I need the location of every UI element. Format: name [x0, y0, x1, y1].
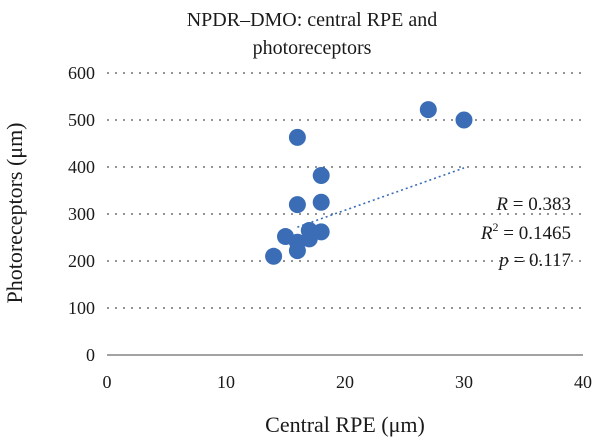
- x-tick-label: 0: [103, 372, 112, 392]
- grid-lines: [107, 72, 583, 309]
- x-tick-label: 30: [455, 372, 473, 392]
- r-value: = 0.383: [508, 194, 571, 215]
- y-axis-label: Photoreceptors (μm): [2, 122, 27, 303]
- data-point: [265, 247, 283, 265]
- y-tick-label: 0: [86, 345, 95, 365]
- y-tick-label: 500: [68, 110, 95, 130]
- x-tick-label: 40: [574, 372, 592, 392]
- data-point: [288, 196, 306, 214]
- chart-title-line-1: NPDR–DMO: central RPE and: [187, 9, 438, 31]
- x-axis-label: Central RPE (μm): [265, 412, 425, 437]
- data-point: [312, 166, 330, 184]
- y-tick-label: 600: [68, 63, 95, 83]
- y-tick-label: 200: [68, 251, 95, 271]
- y-tick-label: 400: [68, 157, 95, 177]
- p-value: = 0.117: [509, 250, 571, 271]
- data-point: [288, 128, 306, 146]
- y-tick-labels: 0 100 200 300 400 500 600: [68, 63, 95, 365]
- x-tick-label: 20: [336, 372, 354, 392]
- x-tick-label: 10: [217, 372, 235, 392]
- data-points: [265, 101, 473, 265]
- p-symbol: p: [497, 250, 509, 271]
- y-tick-label: 300: [68, 204, 95, 224]
- r-annotation: R = 0.383: [495, 194, 571, 215]
- x-tick-labels: 0 10 20 30 40: [103, 372, 593, 392]
- chart-title-line-2: photoreceptors: [253, 37, 372, 59]
- data-point: [312, 193, 330, 211]
- r-symbol: R: [495, 194, 508, 215]
- r2-superscript: 2: [493, 220, 499, 234]
- data-point: [312, 223, 330, 241]
- p-annotation: p = 0.117: [497, 250, 571, 271]
- data-point: [455, 111, 473, 129]
- r2-value: = 0.1465: [499, 223, 571, 244]
- data-point: [419, 101, 437, 119]
- r2-annotation: R2 = 0.1465: [480, 220, 571, 244]
- r2-symbol: R: [480, 223, 493, 244]
- y-tick-label: 100: [68, 298, 95, 318]
